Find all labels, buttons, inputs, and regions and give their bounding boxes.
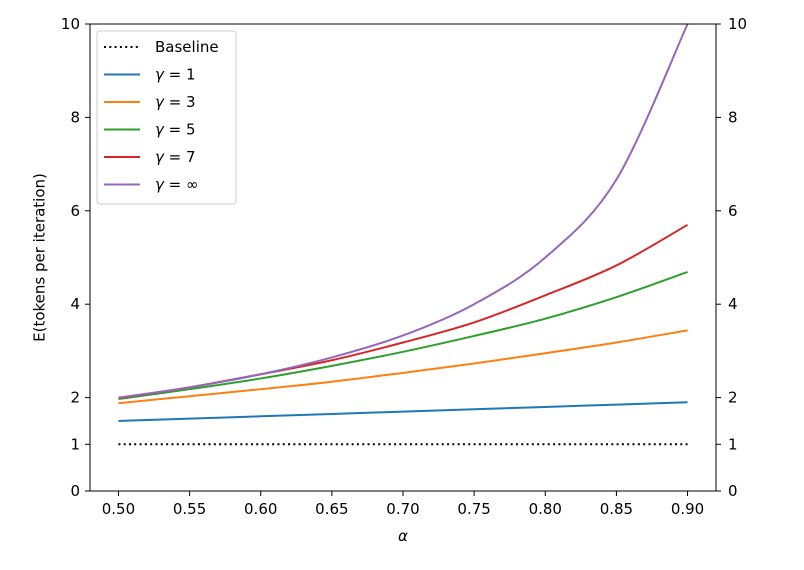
- y-tick-label-left: 1: [70, 435, 80, 453]
- x-tick-label: 0.70: [386, 500, 419, 518]
- legend-entry: γ = 5: [155, 121, 196, 139]
- series-line: [118, 271, 688, 400]
- series-line: [118, 23, 689, 399]
- series-line: [118, 329, 688, 405]
- y-tick-label-right: 0: [728, 482, 738, 500]
- legend-entry: Baseline: [155, 38, 219, 56]
- x-tick-label: 0.50: [102, 500, 135, 518]
- legend-entry: γ = 1: [155, 66, 196, 84]
- y-tick-label-right: 1: [728, 435, 738, 453]
- legend-entry: γ = 3: [155, 93, 196, 111]
- y-tick-label-right: 10: [728, 15, 747, 33]
- x-tick-label: 0.85: [600, 500, 633, 518]
- legend: Baseline γ = 1 γ = 3 γ = 5 γ = 7 γ = ∞: [96, 30, 237, 205]
- x-tick-label: 0.80: [529, 500, 562, 518]
- x-tick-label: 0.55: [173, 500, 206, 518]
- x-axis-label: α: [398, 527, 408, 545]
- series-layer: [118, 23, 689, 446]
- y-axis-left: 0 1 2 4 6 8 10: [61, 15, 90, 500]
- x-tick-label: 0.60: [244, 500, 277, 518]
- x-tick-label: 0.75: [457, 500, 490, 518]
- y-tick-label-right: 2: [728, 389, 738, 407]
- x-tick-label: 0.90: [671, 500, 704, 518]
- y-tick-label-left: 4: [70, 295, 80, 313]
- y-axis-right: 0 1 2 4 6 8 10: [716, 15, 747, 500]
- y-tick-label-right: 6: [728, 202, 738, 220]
- y-tick-label-left: 10: [61, 15, 80, 33]
- y-tick-label-left: 6: [70, 202, 80, 220]
- series-line: [118, 401, 688, 422]
- y-axis-label: E(tokens per iteration): [31, 173, 49, 342]
- y-tick-label-right: 4: [728, 295, 738, 313]
- legend-entry: γ = 7: [155, 148, 196, 166]
- x-axis: 0.50 0.55 0.60 0.65 0.70 0.75 0.80 0.85 0.90: [102, 491, 704, 518]
- x-tick-label: 0.65: [315, 500, 348, 518]
- y-tick-label-right: 8: [728, 108, 738, 126]
- legend-entry: γ = ∞: [155, 176, 199, 194]
- y-tick-label-left: 0: [70, 482, 80, 500]
- y-tick-label-left: 8: [70, 108, 80, 126]
- y-tick-label-left: 2: [70, 389, 80, 407]
